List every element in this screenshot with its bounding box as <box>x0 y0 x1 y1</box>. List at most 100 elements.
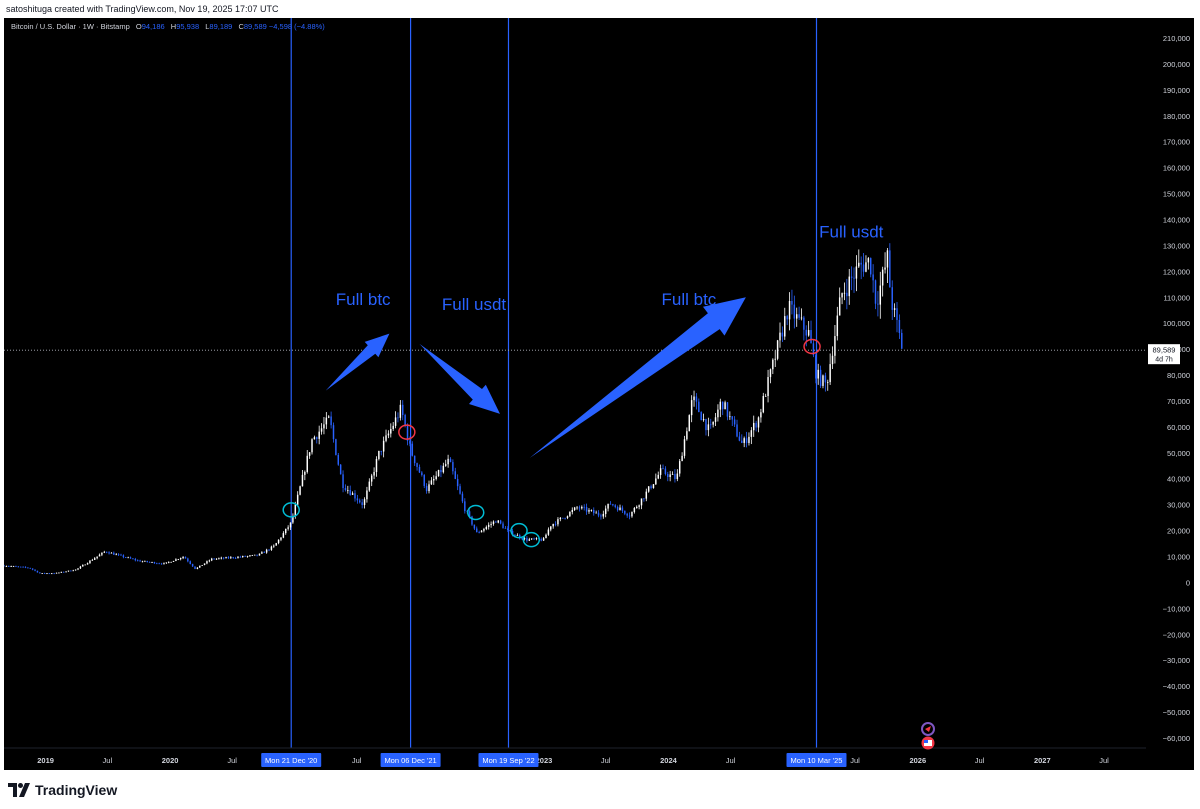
candle-body <box>65 571 67 573</box>
time-axis[interactable]: 2019 Jul 2020 Jul Jul 2023 Jul 2024 Jul Jul 2026 Ju… <box>4 747 1146 767</box>
candle-body <box>827 382 829 383</box>
candle-body <box>117 554 120 556</box>
candle-body <box>478 532 480 534</box>
candle-body <box>48 573 51 575</box>
candle-body <box>339 464 342 475</box>
price-tick-label: 120,000 <box>1163 267 1190 276</box>
candle-body <box>423 475 425 486</box>
candle-body <box>215 558 218 560</box>
chart-tool-icons[interactable] <box>921 722 935 750</box>
candle-body <box>230 557 232 559</box>
price-tick-label: 110,000 <box>1163 293 1190 302</box>
candle-body <box>741 440 743 443</box>
tradingview-logo[interactable]: TradingView <box>8 782 117 798</box>
candle-body <box>105 551 108 553</box>
candle-body <box>74 569 77 571</box>
candle-body <box>662 468 664 470</box>
candle-body <box>442 465 445 473</box>
candle-body <box>318 431 320 439</box>
candle-body <box>459 486 461 494</box>
candle-body <box>714 417 717 422</box>
candle-body <box>270 546 273 550</box>
candle-body <box>600 515 602 517</box>
candle-body <box>370 475 373 482</box>
time-tick-label: 2027 <box>1034 756 1051 765</box>
candle-body <box>304 471 306 475</box>
candle-body <box>239 556 242 558</box>
candle-body <box>597 512 600 516</box>
candle-body <box>444 464 447 466</box>
candle-body <box>392 425 394 429</box>
price-tick-label: 100,000 <box>1163 319 1190 328</box>
candle-body <box>55 572 58 574</box>
price-chart[interactable]: Full btc Full usdt Full btc Full usdt 210,0… <box>4 18 1194 770</box>
candle-body <box>676 473 679 480</box>
candle-body <box>268 549 270 551</box>
candle-body <box>659 468 662 475</box>
price-tick-label: −60,000 <box>1163 734 1190 743</box>
candle-body <box>760 412 762 418</box>
candle-body <box>356 498 359 501</box>
candle-body <box>404 414 406 426</box>
candle-body <box>413 455 416 464</box>
symbol-legend[interactable]: Bitcoin / U.S. Dollar · 1W · Bitstamp O9… <box>11 22 325 31</box>
flag-icon[interactable] <box>921 736 935 750</box>
candle-body <box>626 513 628 516</box>
replay-icon[interactable] <box>921 722 935 736</box>
candle-body <box>5 566 8 567</box>
candle-body <box>492 521 495 524</box>
price-tick-label: 130,000 <box>1163 241 1190 250</box>
candle-body <box>196 567 199 569</box>
candle-body <box>342 474 344 489</box>
candle-body <box>86 563 89 565</box>
candle-body <box>24 566 27 568</box>
time-tick-label: Jul <box>975 756 985 765</box>
candle-body <box>874 280 877 304</box>
candle-body <box>674 474 676 480</box>
candle-body <box>559 517 562 520</box>
price-tick-label: 150,000 <box>1163 190 1190 199</box>
candle-body <box>471 516 473 525</box>
last-price-value: 89,589 <box>1153 346 1176 355</box>
candle-body <box>51 573 53 575</box>
candle-body <box>461 493 464 502</box>
candle-body <box>77 568 79 570</box>
close-label: C <box>238 22 244 31</box>
candle-body <box>380 450 382 452</box>
candle-body <box>542 538 545 541</box>
candle-body <box>695 396 698 402</box>
candle-body <box>831 355 834 365</box>
time-tick-label: Jul <box>352 756 362 765</box>
vertical-markers <box>290 18 818 748</box>
candle-body <box>573 507 576 510</box>
candle-body <box>788 301 791 320</box>
candle-body <box>199 565 201 568</box>
candle-body <box>454 471 457 479</box>
candle-body <box>344 488 347 491</box>
candle-body <box>547 529 550 535</box>
candle-body <box>614 505 616 507</box>
candle-body <box>764 395 767 397</box>
time-tick-label: Jul <box>103 756 113 765</box>
candle-body <box>421 472 423 476</box>
time-tick-label: Jul <box>726 756 736 765</box>
annotation-text: Full usdt <box>819 223 884 242</box>
candle-body <box>129 557 132 559</box>
candle-body <box>313 437 316 440</box>
attribution-bar: satoshituga created with TradingView.com… <box>0 0 1200 18</box>
candle-body <box>595 512 597 514</box>
candle-body <box>387 433 390 436</box>
candle-body <box>502 523 504 528</box>
candle-body <box>351 493 354 495</box>
price-axis[interactable]: 210,000 200,000 190,000 180,000 170,000 160,0… <box>1146 18 1194 770</box>
candle-body <box>158 563 160 565</box>
chart-panel[interactable]: Full btc Full usdt Full btc Full usdt 210,0… <box>4 18 1194 770</box>
candle-body <box>841 293 843 298</box>
highlight-circle <box>398 424 416 440</box>
candle-body <box>320 428 323 432</box>
candle-body <box>220 557 223 559</box>
candle-body <box>249 555 251 557</box>
candle-body <box>251 555 254 556</box>
candle-body <box>156 563 158 565</box>
time-tick-label: Jul <box>601 756 611 765</box>
